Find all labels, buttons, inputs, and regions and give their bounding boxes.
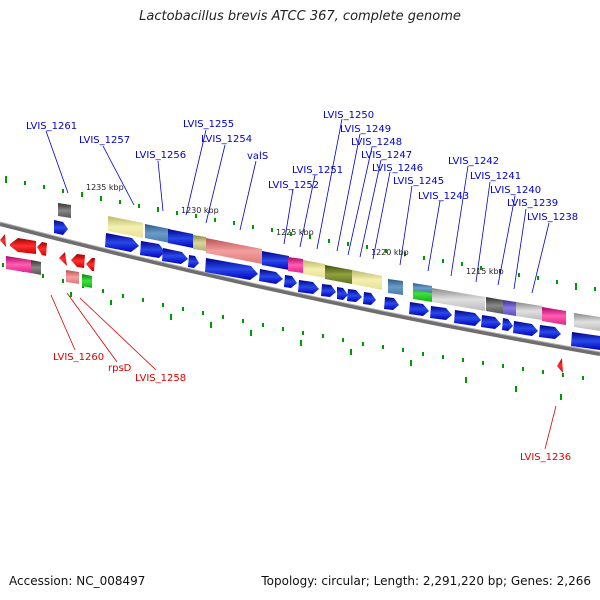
gene-label-lvis-1246: LVIS_1246	[372, 163, 423, 174]
gene-label-lvis-1260: LVIS_1260	[53, 352, 104, 363]
gene-label-lvis-1250: LVIS_1250	[323, 110, 374, 121]
forward-leader-lines	[45, 118, 550, 294]
reverse-leader-lines	[50, 292, 557, 450]
gene-label-lvis-1251: LVIS_1251	[292, 165, 343, 176]
kbp-label-1225: 1225 kbp	[276, 228, 314, 237]
genome-backbone	[0, 222, 600, 356]
gene-label-lvis-1240: LVIS_1240	[490, 185, 541, 196]
kbp-label-1220: 1220 kbp	[371, 248, 409, 257]
gene-label-lvis-1238: LVIS_1238	[527, 212, 578, 223]
gene-label-lvis-1236: LVIS_1236	[520, 452, 571, 463]
gene-label-lvis-1242: LVIS_1242	[448, 156, 499, 167]
gene-label-lvis-1258: LVIS_1258	[135, 373, 186, 384]
gene-label-lvis-1243: LVIS_1243	[418, 191, 469, 202]
gene-label-lvis-1257: LVIS_1257	[79, 135, 130, 146]
gene-label-lvis-1255: LVIS_1255	[183, 119, 234, 130]
gene-label-lvis-1248: LVIS_1248	[351, 137, 402, 148]
gene-label-lvis-1239: LVIS_1239	[507, 198, 558, 209]
topology-label: Topology: circular; Length: 2,291,220 bp…	[261, 574, 591, 588]
gene-label-lvis-1241: LVIS_1241	[470, 171, 521, 182]
kbp-label-1215: 1215 kbp	[466, 267, 504, 276]
gene-label-lvis-1254: LVIS_1254	[201, 134, 252, 145]
accession-label: Accession: NC_008497	[9, 574, 146, 588]
reverse-genes	[0, 234, 563, 373]
gene-label-lvis-1261: LVIS_1261	[26, 121, 77, 132]
gene-label-lvis-1249: LVIS_1249	[340, 124, 391, 135]
gene-label-lvis-1252: LVIS_1252	[268, 180, 319, 191]
gene-label-vals: valS	[247, 151, 268, 162]
kbp-label-1235: 1235 kbp	[86, 183, 124, 192]
gene-label-rpsd: rpsD	[108, 363, 132, 374]
outer-tick-ring	[5, 176, 596, 291]
kbp-label-1230: 1230 kbp	[181, 206, 219, 215]
map-title: Lactobacillus brevis ATCC 367, complete …	[139, 9, 461, 24]
gene-label-lvis-1247: LVIS_1247	[361, 150, 412, 161]
cog-color-band	[6, 203, 600, 331]
gene-label-lvis-1245: LVIS_1245	[393, 176, 444, 187]
gene-label-lvis-1256: LVIS_1256	[135, 150, 186, 161]
forward-genes	[54, 220, 600, 350]
